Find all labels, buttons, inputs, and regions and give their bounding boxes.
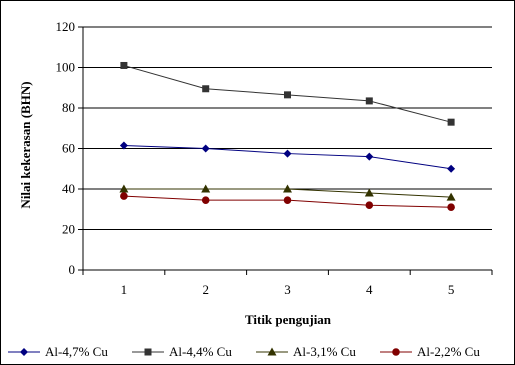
legend-marker [20,348,28,356]
data-point [202,85,210,93]
y-tick-label: 0 [69,262,76,277]
legend-label: Al-4,4% Cu [169,344,232,359]
y-tick-label: 120 [56,19,76,34]
y-tick-label: 60 [62,141,75,156]
data-point [447,164,456,173]
series-4 [120,192,455,212]
data-point [365,97,373,105]
data-point [119,184,129,193]
data-point [446,192,456,201]
data-point [447,203,455,212]
series [119,61,456,212]
y-tick-label: 20 [62,222,75,237]
data-point [365,152,374,161]
x-axis-label: Titik pengujian [245,312,332,327]
x-tick-label: 2 [202,282,209,297]
data-point [447,118,455,126]
legend-label: Al-3,1% Cu [293,344,356,359]
legend-item: Al-2,2% Cu [380,344,480,359]
data-point [201,184,211,193]
y-tick-label: 100 [56,60,76,75]
y-tick-label: 40 [62,181,75,196]
legend-marker [144,348,152,356]
data-point [283,196,292,204]
x-tick-label: 1 [121,282,128,297]
data-point [364,188,374,197]
legend-marker [392,348,400,356]
series-1 [119,141,456,173]
legend-item: Al-4,7% Cu [8,344,108,359]
data-point [120,192,128,200]
data-point [284,91,291,99]
data-point [119,141,128,150]
legend-item: Al-3,1% Cu [256,344,356,359]
x-tick-label: 5 [448,282,455,297]
data-point [120,61,128,69]
series-3 [119,184,456,201]
y-axis-label: Nilai kekerasan (BHN) [18,81,33,208]
data-point [283,149,292,158]
x-ticks: 1 2 3 4 5 [82,270,493,297]
legend-marker [267,347,277,356]
legend-label: Al-4,7% Cu [45,344,108,359]
data-point [283,184,292,193]
data-point [201,196,210,204]
x-tick-label: 4 [366,282,373,297]
data-point [201,144,210,153]
data-point [365,201,374,209]
legend-label: Al-2,2% Cu [417,344,480,359]
legend: Al-4,7% Cu Al-4,4% Cu Al-3,1% Cu Al-2,2% Cu [8,344,480,359]
y-ticks: 0 20 40 60 80 100 120 [56,19,83,277]
legend-item: Al-4,4% Cu [132,344,232,359]
x-tick-label: 3 [284,282,291,297]
y-tick-label: 80 [62,100,75,115]
series-2 [120,61,455,126]
